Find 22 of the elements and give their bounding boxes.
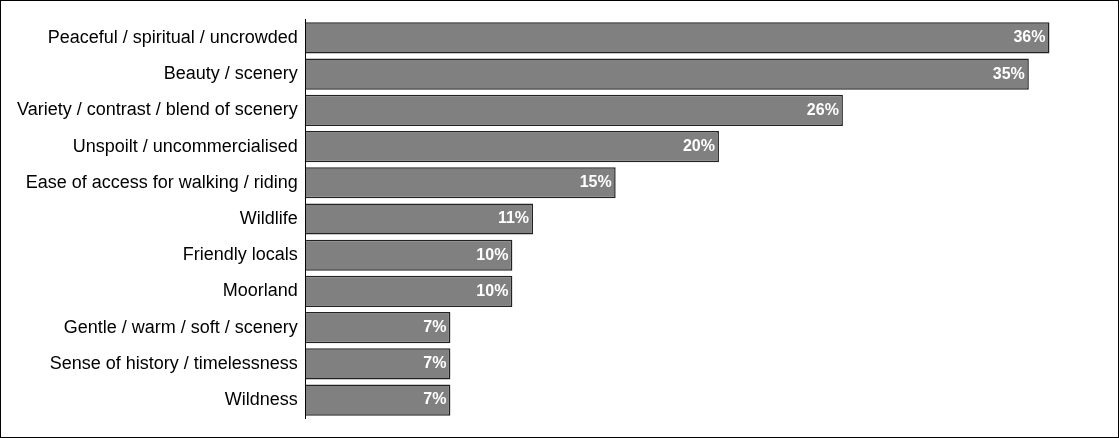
y-tick-label: Wildness xyxy=(224,389,298,410)
data-label: 20% xyxy=(682,136,715,154)
y-tick-label: Variety / contrast / blend of scenery xyxy=(16,99,298,120)
data-label: 7% xyxy=(423,390,447,408)
data-label: 11% xyxy=(497,209,530,227)
y-tick-label: Ease of access for walking / riding xyxy=(25,171,298,192)
data-label: 35% xyxy=(992,64,1025,82)
data-label: 7% xyxy=(423,354,447,372)
y-tick-label: Wildlife xyxy=(239,207,298,228)
data-label: 15% xyxy=(579,173,612,191)
y-tick-label: Gentle / warm / soft / scenery xyxy=(63,316,298,337)
y-tick-label: Beauty / scenery xyxy=(163,63,298,84)
y-tick-label: Peaceful / spiritual / uncrowded xyxy=(47,26,298,47)
data-label: 10% xyxy=(476,281,509,299)
data-label: 36% xyxy=(1013,28,1046,46)
y-tick-label: Moorland xyxy=(222,280,298,301)
data-label: 10% xyxy=(476,245,509,263)
data-label: 7% xyxy=(423,318,447,336)
y-tick-label: Friendly locals xyxy=(182,244,298,265)
y-tick-label: Unspoilt / uncommercialised xyxy=(72,135,298,156)
y-tick-label: Sense of history / timelessness xyxy=(49,352,298,373)
data-label: 26% xyxy=(806,100,839,118)
